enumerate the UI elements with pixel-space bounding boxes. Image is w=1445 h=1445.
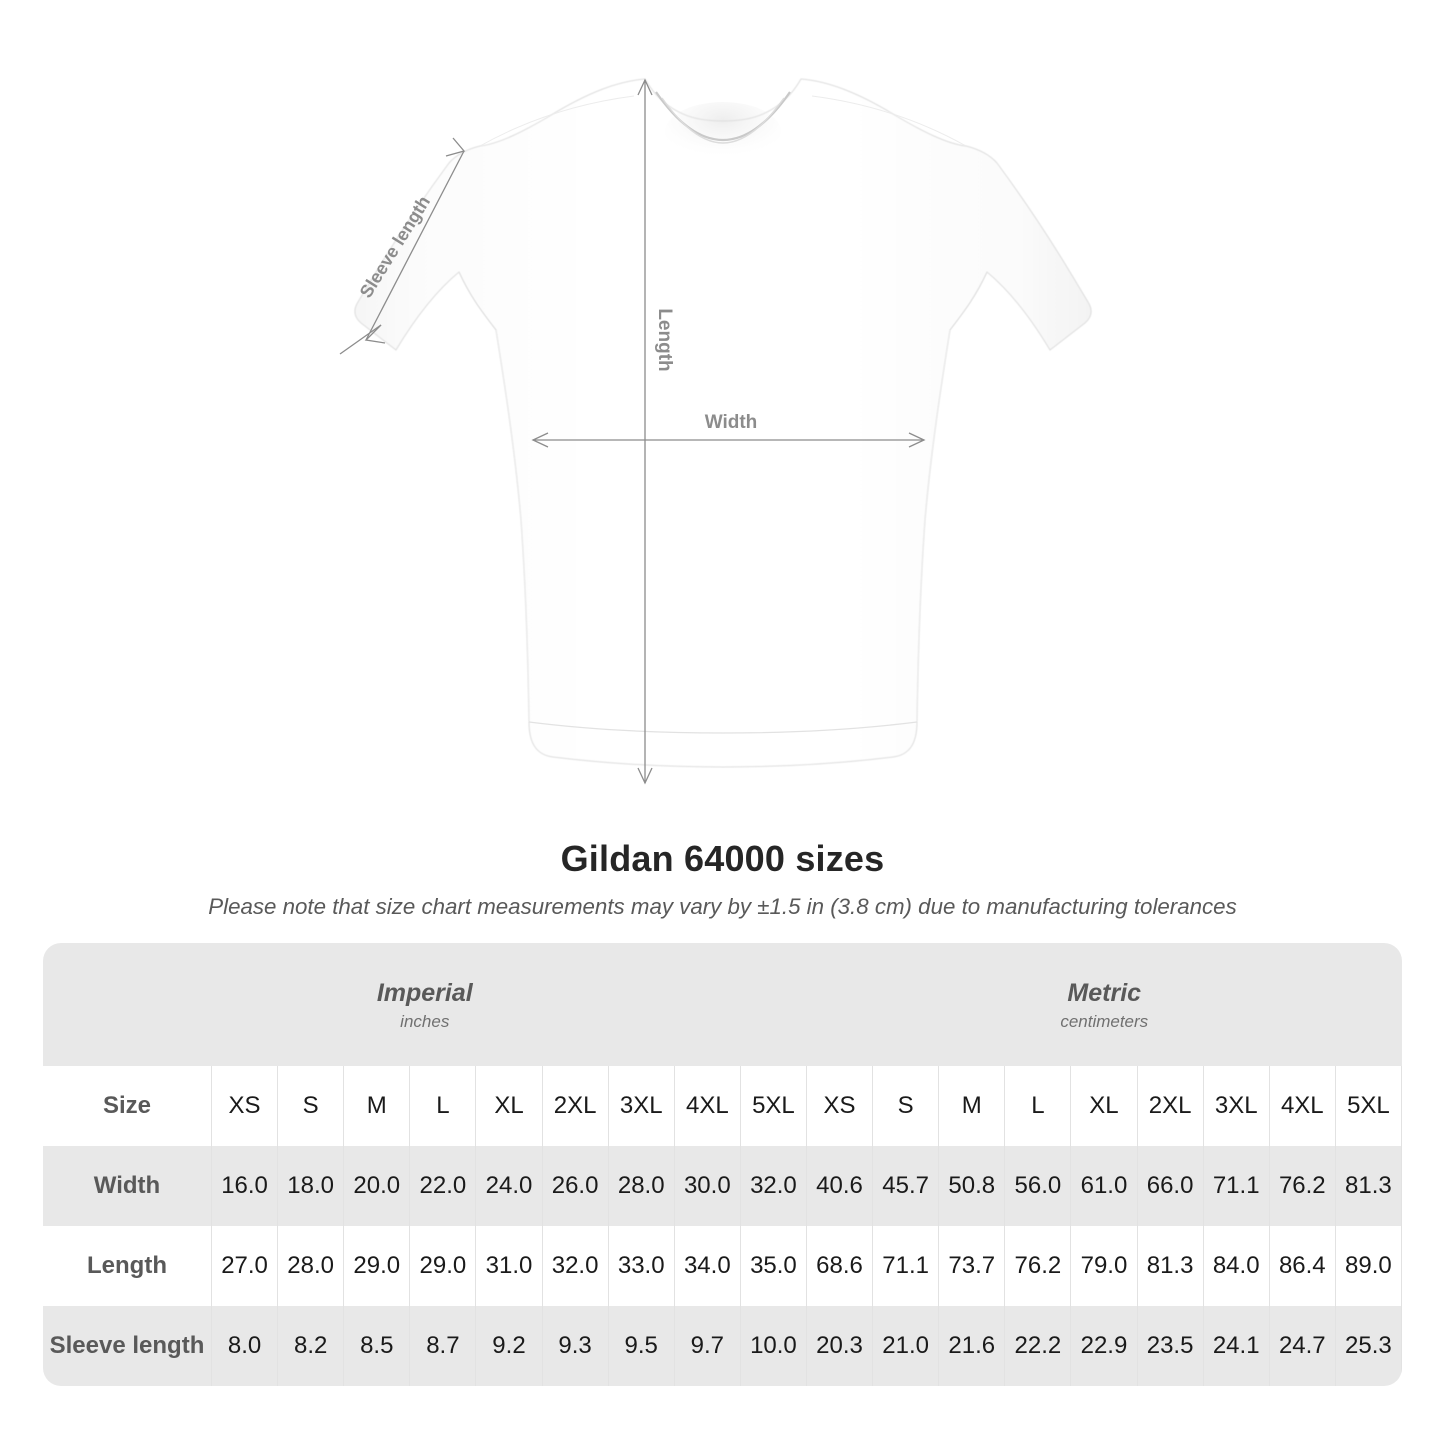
svg-text:Length: Length bbox=[654, 308, 675, 371]
svg-text:Width: Width bbox=[705, 412, 758, 433]
